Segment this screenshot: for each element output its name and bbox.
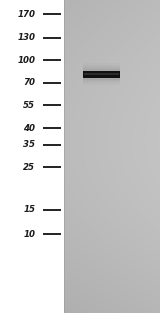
Text: 10: 10 [23,230,35,239]
Text: 35: 35 [23,141,35,149]
Bar [83,63,120,85]
Text: 15: 15 [23,205,35,214]
Bar [83,69,120,80]
Text: 170: 170 [17,10,35,18]
Text: 70: 70 [23,79,35,87]
Text: 55: 55 [23,101,35,110]
Bar [0,0,64,313]
Text: 25: 25 [23,163,35,172]
Text: 100: 100 [17,56,35,64]
Text: 40: 40 [23,124,35,133]
Bar [83,67,120,81]
Bar [83,65,120,83]
Bar [84,74,119,75]
Bar [83,71,120,78]
Bar [83,71,120,78]
Text: 130: 130 [17,33,35,42]
